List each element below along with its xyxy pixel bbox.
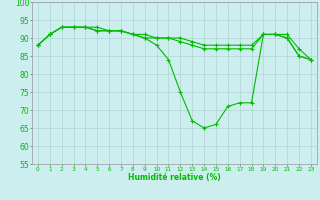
- X-axis label: Humidité relative (%): Humidité relative (%): [128, 173, 221, 182]
